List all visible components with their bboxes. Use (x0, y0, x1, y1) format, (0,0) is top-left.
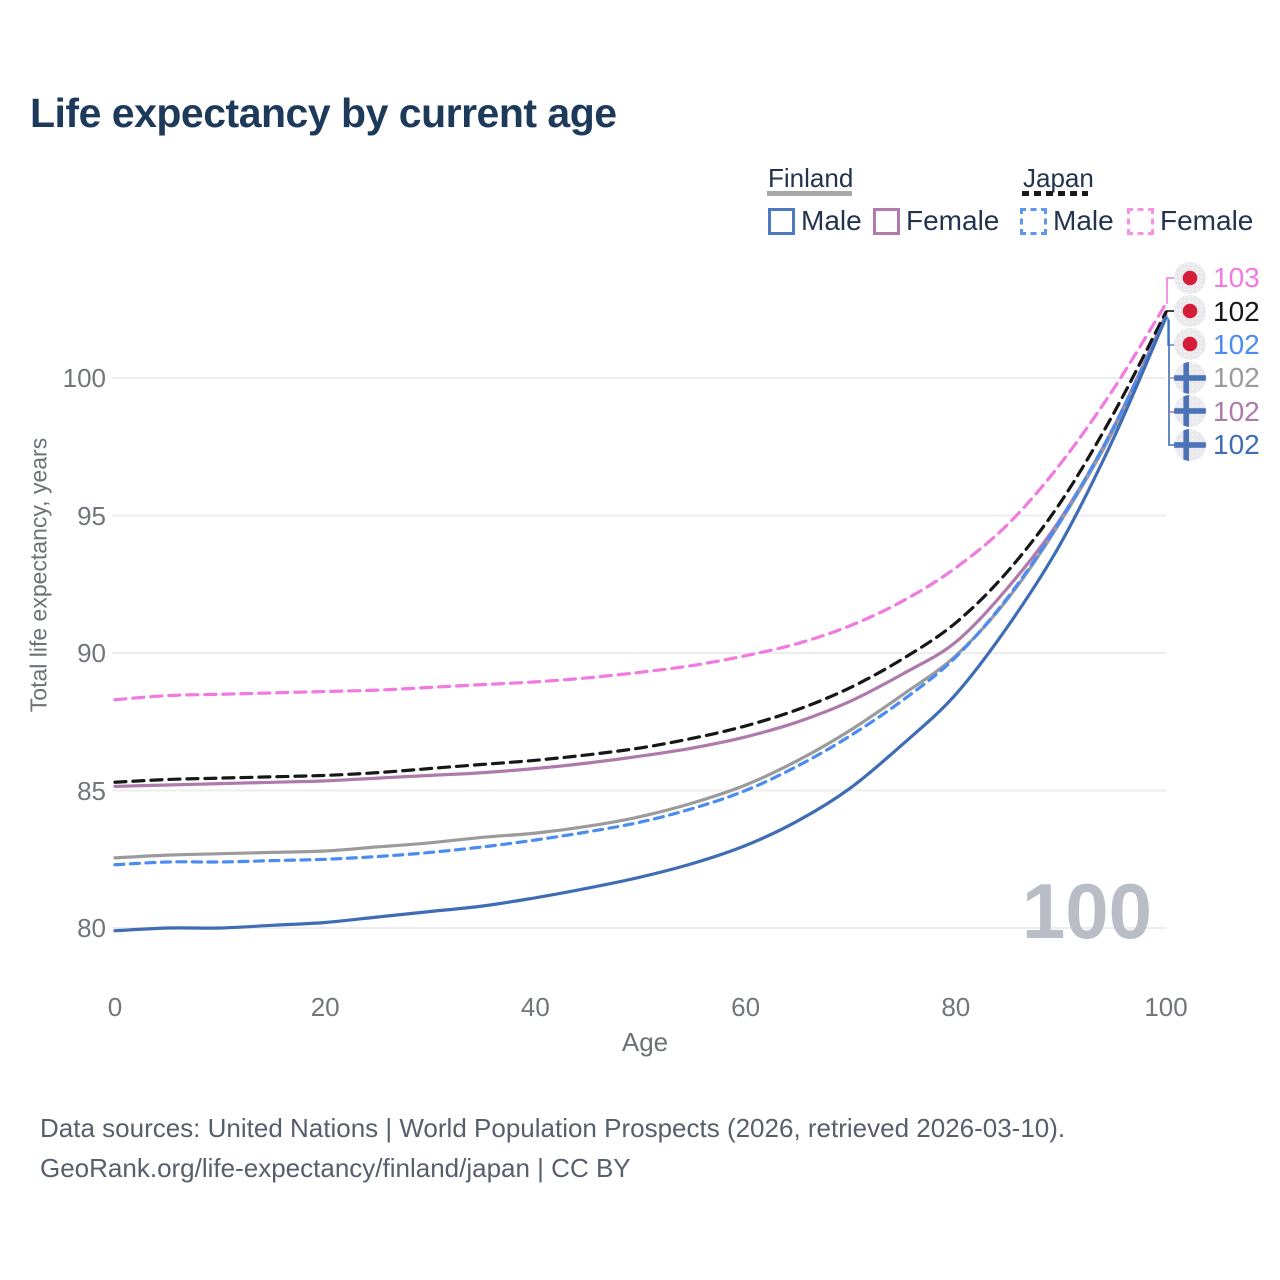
y-tick-label: 80 (77, 913, 106, 943)
end-value: 102 (1213, 295, 1260, 327)
gridlines (112, 377, 1166, 929)
finland-flag-icon (1174, 361, 1206, 394)
legend-toggle-japan-male[interactable]: Male (1020, 205, 1114, 237)
series-end-labels: 103 102 102 102 102 102 (1174, 261, 1260, 461)
page-title: Life expectancy by current age (30, 90, 617, 136)
x-tick-label: 100 (1144, 992, 1188, 1022)
footer-attribution: GeoRank.org/life-expectancy/finland/japa… (40, 1153, 631, 1183)
legend-toggle-finland-male[interactable]: Male (768, 205, 862, 237)
series-lines (113, 302, 1168, 933)
legend-japan-line-sample (1022, 191, 1088, 196)
y-axis-label: Total life expectancy, years (25, 437, 52, 713)
legend-label-finland-female: Female (906, 205, 1000, 236)
legend-japan-title: Japan (1023, 163, 1094, 193)
footer: Data sources: United Nations | World Pop… (40, 1108, 1065, 1188)
japan-flag-icon (1174, 261, 1206, 294)
end-value: 103 (1213, 262, 1260, 294)
legend-finland-line-sample (767, 191, 852, 196)
y-tick-label: 95 (77, 500, 106, 531)
legend-toggle-finland-female[interactable]: Female (873, 205, 999, 237)
finland-female-checkbox-icon (873, 207, 900, 235)
end-label-connectors (1166, 277, 1175, 446)
end-label-row-finland-female: 102 (1174, 395, 1260, 428)
connector-line (1166, 277, 1175, 304)
y-tick-label: 100 (62, 363, 106, 393)
finland-flag-icon (1174, 395, 1206, 428)
series-line-japan (113, 310, 1168, 784)
end-label-row-japan-female: 103 (1174, 261, 1260, 294)
end-value: 102 (1213, 429, 1260, 461)
legend-toggle-japan-female[interactable]: Female (1127, 205, 1253, 237)
age-watermark: 100 (1021, 867, 1152, 955)
x-axis-label: Age (621, 1027, 669, 1057)
end-label-row-finland-male: 102 (1174, 428, 1260, 461)
end-label-row-finland-total: 102 (1174, 361, 1260, 394)
end-label-row-japan-male: 102 (1174, 328, 1260, 361)
finland-male-checkbox-icon (768, 207, 795, 235)
series-line-finland-male (113, 315, 1168, 933)
japan-female-checkbox-icon (1127, 207, 1154, 235)
y-tick-label: 90 (77, 638, 106, 668)
finland-flag-icon (1174, 428, 1206, 461)
end-value: 102 (1213, 395, 1260, 427)
x-tick-label: 20 (310, 992, 340, 1022)
y-tick-label: 85 (77, 775, 106, 806)
japan-male-checkbox-icon (1020, 207, 1047, 235)
series-line-japan-male (113, 315, 1168, 867)
series-line-japan-female (113, 302, 1168, 702)
footer-data-sources: Data sources: United Nations | World Pop… (40, 1113, 1066, 1143)
japan-flag-icon (1174, 328, 1206, 361)
connector-line (1167, 317, 1175, 346)
x-tick-label: 60 (731, 992, 761, 1022)
end-label-row-japan-total: 102 (1174, 294, 1260, 328)
x-tick-label: 80 (941, 992, 971, 1022)
legend-label-japan-female: Female (1160, 205, 1254, 236)
series-line-finland-female (113, 313, 1168, 788)
end-value: 102 (1213, 362, 1260, 394)
japan-flag-icon (1174, 295, 1206, 328)
x-tick-label: 0 (107, 992, 123, 1022)
x-tick-label: 40 (520, 992, 550, 1022)
end-value: 102 (1213, 328, 1260, 360)
legend-finland-title: Finland (768, 163, 854, 193)
connector-line (1168, 319, 1175, 446)
legend-label-japan-male: Male (1053, 205, 1114, 236)
legend-label-finland-male: Male (801, 205, 862, 236)
